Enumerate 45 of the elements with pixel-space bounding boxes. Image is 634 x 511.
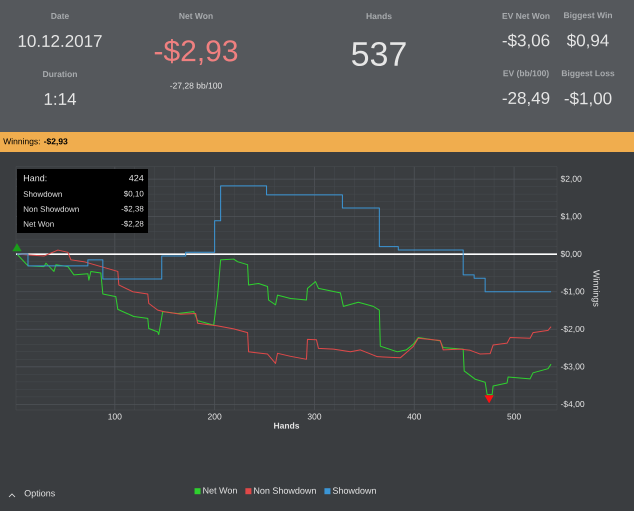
- annotation: Non Showdown: [24, 206, 79, 212]
- annotation: Hand:: [24, 174, 46, 182]
- legend-label: Net Won: [203, 487, 237, 494]
- text: Net Won: [179, 13, 213, 19]
- text: Date: [51, 13, 69, 19]
- text: -27,28 bb/100: [170, 82, 222, 90]
- text: -28,49: [502, 92, 550, 106]
- text: Options: [24, 490, 55, 498]
- y-tick-label: -$3,00: [560, 363, 584, 371]
- y-tick-label: -$2,00: [560, 326, 584, 333]
- text: EV (bb/100): [503, 70, 549, 78]
- text: Hands: [366, 12, 392, 20]
- text: 1:14: [44, 93, 76, 105]
- text: -$3,06: [502, 34, 550, 48]
- line-series: [16, 185, 552, 292]
- x-tick-label: 500: [507, 414, 521, 420]
- line-series: [16, 250, 552, 364]
- text: 10.12.2017: [18, 34, 102, 48]
- annotation: -$2,38: [121, 206, 144, 212]
- legend-label: Showdown: [332, 487, 376, 494]
- annotation: -$2,28: [121, 220, 144, 228]
- text: $0,94: [566, 34, 609, 48]
- x-tick-label: 100: [108, 414, 122, 420]
- x-tick-label: 200: [208, 414, 222, 420]
- x-tick-label: 400: [407, 414, 422, 420]
- x-tick-label: 300: [308, 414, 322, 420]
- text: 537: [352, 42, 406, 66]
- annotation: Showdown: [24, 191, 62, 197]
- chart-title: Winnings: -$2,93: [3, 138, 68, 146]
- text: Duration: [43, 70, 77, 78]
- legend-label: Non Showdown: [254, 487, 316, 494]
- y-tick-label: $2,00: [560, 175, 582, 183]
- annotation: 424: [128, 174, 144, 182]
- y-tick-label: -$4,00: [560, 400, 584, 408]
- y-axis-title: Winnings: [592, 270, 600, 307]
- text: Biggest Loss: [562, 70, 614, 78]
- y-tick-label: -$1,00: [560, 288, 584, 296]
- text: -$2,93: [154, 38, 238, 66]
- text: Biggest Win: [564, 12, 612, 20]
- y-tick-label: $1,00: [560, 212, 582, 220]
- annotation: $0,10: [124, 190, 144, 198]
- x-axis-title: Hands: [274, 422, 300, 429]
- text: EV Net Won: [502, 13, 550, 19]
- y-tick-label: $0,00: [560, 250, 582, 258]
- annotation: Net Won: [24, 221, 54, 227]
